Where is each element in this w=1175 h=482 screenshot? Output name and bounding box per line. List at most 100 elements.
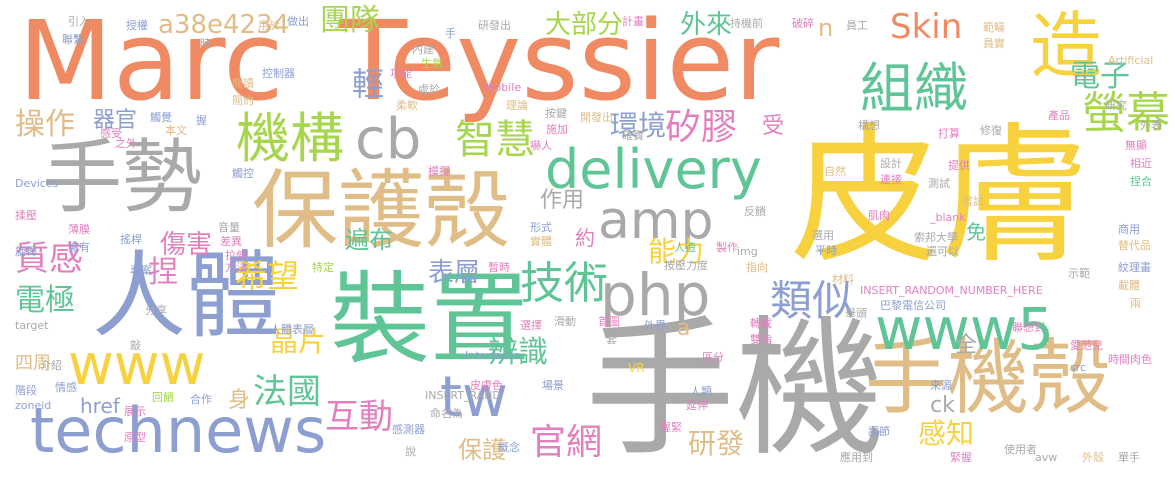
word: 特定 bbox=[312, 261, 334, 274]
word: 控制器 bbox=[262, 67, 295, 80]
word: 模擬 bbox=[428, 165, 450, 178]
word: 敲 bbox=[130, 339, 141, 352]
word: 按鍵 bbox=[545, 107, 567, 120]
word: 打算 bbox=[938, 127, 960, 140]
word: _blank bbox=[930, 211, 966, 224]
word: 修復 bbox=[980, 124, 1002, 137]
word: 受 bbox=[762, 114, 785, 139]
word: 免 bbox=[966, 220, 986, 244]
word: 矽膠 bbox=[665, 107, 738, 148]
word: 破碎 bbox=[792, 17, 814, 30]
word: 法國 bbox=[253, 372, 321, 412]
word: 遍布 bbox=[345, 226, 393, 254]
word: 用於 bbox=[258, 19, 280, 32]
word: 商用 bbox=[1118, 223, 1140, 236]
word: INSERT_RANDOM_NUMBER_HERE bbox=[860, 284, 1043, 297]
word: 自然 bbox=[824, 165, 846, 178]
word: 約 bbox=[575, 226, 595, 250]
word: 觸控 bbox=[232, 167, 254, 180]
word: 人體表層 bbox=[270, 323, 314, 336]
word: 外表 bbox=[1140, 119, 1162, 132]
word: 舉頭 bbox=[845, 307, 867, 320]
word: 反饋 bbox=[744, 205, 766, 218]
word: 引入 bbox=[68, 15, 90, 28]
word: 套 bbox=[606, 333, 617, 346]
word: 研究 bbox=[1105, 99, 1127, 112]
word: 手機殼 bbox=[865, 331, 1112, 426]
word: 情感 bbox=[55, 381, 77, 394]
word: 轉載 bbox=[750, 317, 772, 330]
word: 肌肉 bbox=[868, 209, 890, 222]
word: a bbox=[677, 316, 691, 341]
word: amp bbox=[598, 191, 714, 251]
word: 外界 bbox=[644, 319, 666, 332]
word: 紋理畫 bbox=[1118, 261, 1151, 274]
word: 來源 bbox=[930, 379, 952, 392]
word: 之外 bbox=[115, 137, 137, 150]
word: 互動 bbox=[325, 397, 393, 437]
word: 授權 bbox=[126, 19, 148, 32]
word: 辨識 bbox=[488, 335, 548, 370]
word: 範疇 bbox=[983, 21, 1005, 34]
word: 原型 bbox=[124, 431, 146, 444]
word: 命名為 bbox=[430, 407, 463, 420]
word: 提供 bbox=[948, 159, 970, 172]
word: php bbox=[600, 261, 711, 329]
word: 輕 bbox=[352, 65, 385, 103]
word: 研發 bbox=[688, 427, 745, 460]
word: 晶片 bbox=[270, 325, 327, 358]
word: target bbox=[15, 319, 49, 332]
word: 場景 bbox=[542, 379, 564, 392]
word: 使用者 bbox=[1004, 443, 1037, 456]
word: 製作 bbox=[716, 241, 738, 254]
word: 感測器 bbox=[392, 423, 425, 436]
word: 構想 bbox=[858, 119, 880, 132]
word: 拉伸 bbox=[225, 249, 247, 262]
word: 握緊 bbox=[660, 421, 682, 434]
word: 保護 bbox=[458, 436, 506, 464]
word: 索邦大學 bbox=[914, 231, 958, 244]
word: ck bbox=[930, 393, 955, 418]
word: 感受 bbox=[100, 127, 122, 140]
word: 指向 bbox=[746, 261, 768, 274]
word: 人類 bbox=[690, 385, 712, 398]
word: 回饋 bbox=[152, 391, 174, 404]
word: 人造 bbox=[674, 241, 696, 254]
word: 兩 bbox=[1130, 297, 1141, 310]
word: 員工 bbox=[846, 19, 868, 32]
word: 開發出 bbox=[580, 111, 613, 124]
word: 設計 bbox=[880, 157, 902, 170]
word: 愛范兒 bbox=[1070, 339, 1103, 352]
word: 員實 bbox=[983, 37, 1005, 50]
word: 示範 bbox=[1068, 267, 1090, 280]
word: 簡約 bbox=[232, 94, 254, 107]
word: 合作 bbox=[190, 393, 212, 406]
word: 大部分 bbox=[545, 10, 624, 40]
word: 觸覺 bbox=[150, 111, 172, 124]
word: 類似 bbox=[770, 276, 855, 325]
word: 捏 bbox=[148, 255, 178, 290]
word: 內建 bbox=[412, 43, 434, 56]
word: 感知 bbox=[918, 417, 975, 450]
word: 手機 bbox=[585, 303, 886, 477]
word: 握 bbox=[196, 114, 207, 127]
word: 分享 bbox=[145, 304, 167, 317]
word: 確實 bbox=[622, 129, 644, 142]
word: 音量 bbox=[218, 221, 240, 234]
word: 雙指 bbox=[750, 333, 772, 346]
word: 人體 bbox=[92, 242, 281, 351]
word: Skin bbox=[890, 7, 963, 47]
word: 替代品 bbox=[1118, 239, 1151, 252]
word: 介紹 bbox=[40, 359, 62, 372]
word: 滑動 bbox=[554, 315, 576, 328]
word: avw bbox=[1035, 451, 1058, 464]
word: 緊握 bbox=[950, 451, 972, 464]
word: 技術 bbox=[520, 258, 608, 309]
word: 電子 bbox=[1070, 59, 1130, 94]
word: 裝置 bbox=[330, 261, 530, 378]
word: 機構 bbox=[236, 107, 344, 170]
word: 四周 bbox=[15, 353, 51, 374]
word: href bbox=[80, 394, 120, 418]
word: Artificial bbox=[1108, 54, 1154, 67]
